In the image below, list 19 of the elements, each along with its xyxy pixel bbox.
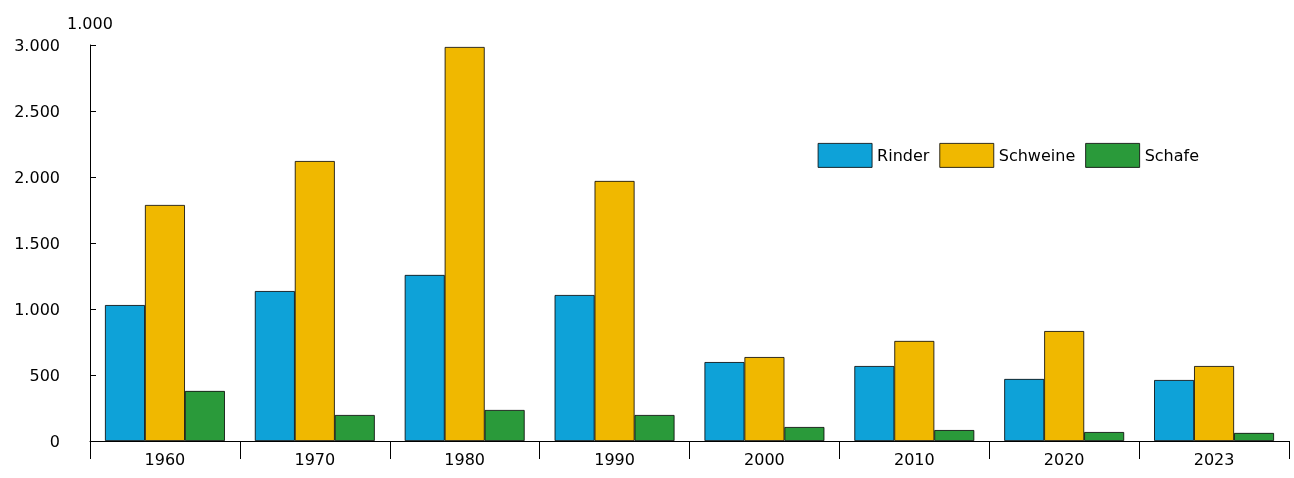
x-tick-label: 1960 bbox=[144, 449, 186, 469]
x-tick-label: 1980 bbox=[444, 449, 486, 469]
y-axis-title: 1.000 bbox=[67, 13, 113, 33]
y-tick-label: 1.000 bbox=[14, 299, 60, 319]
x-tick-label: 1990 bbox=[594, 449, 635, 469]
legend-label: Rinder bbox=[877, 145, 930, 165]
x-tick-label: 2020 bbox=[1043, 449, 1085, 469]
y-tick-label: 3.000 bbox=[14, 35, 60, 55]
x-tick-label: 2023 bbox=[1193, 449, 1235, 469]
x-tick-label: 1970 bbox=[294, 449, 336, 469]
y-tick-label: 2.500 bbox=[14, 101, 60, 121]
y-tick-label: 2.000 bbox=[14, 167, 60, 187]
legend-label: Schweine bbox=[998, 145, 1076, 165]
y-tick-label: 500 bbox=[29, 365, 60, 385]
y-tick-label: 1.500 bbox=[14, 233, 60, 253]
y-tick-label: 0 bbox=[49, 431, 60, 451]
x-tick-label: 2010 bbox=[893, 449, 935, 469]
legend-label: Schafe bbox=[1144, 145, 1199, 165]
x-tick-label: 2000 bbox=[744, 449, 785, 469]
